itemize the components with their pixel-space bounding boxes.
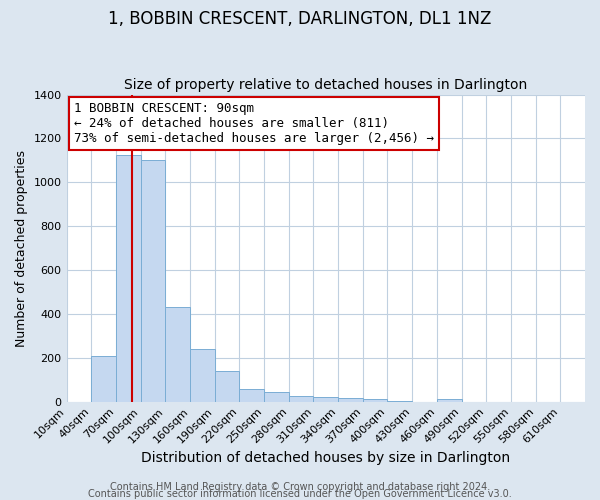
Bar: [140, 160, 165, 402]
Bar: [338, 398, 363, 402]
Bar: [91, 356, 116, 402]
Bar: [388, 400, 412, 402]
X-axis label: Distribution of detached houses by size in Darlington: Distribution of detached houses by size …: [141, 451, 511, 465]
Title: Size of property relative to detached houses in Darlington: Size of property relative to detached ho…: [124, 78, 527, 92]
Bar: [190, 349, 215, 402]
Y-axis label: Number of detached properties: Number of detached properties: [15, 150, 28, 346]
Bar: [437, 400, 461, 402]
Bar: [215, 371, 239, 402]
Bar: [289, 396, 313, 402]
Bar: [116, 155, 140, 402]
Text: 1 BOBBIN CRESCENT: 90sqm
← 24% of detached houses are smaller (811)
73% of semi-: 1 BOBBIN CRESCENT: 90sqm ← 24% of detach…: [74, 102, 434, 145]
Bar: [363, 400, 388, 402]
Bar: [165, 308, 190, 402]
Text: Contains HM Land Registry data © Crown copyright and database right 2024.: Contains HM Land Registry data © Crown c…: [110, 482, 490, 492]
Text: 1, BOBBIN CRESCENT, DARLINGTON, DL1 1NZ: 1, BOBBIN CRESCENT, DARLINGTON, DL1 1NZ: [109, 10, 491, 28]
Bar: [313, 398, 338, 402]
Text: Contains public sector information licensed under the Open Government Licence v3: Contains public sector information licen…: [88, 489, 512, 499]
Bar: [239, 388, 264, 402]
Bar: [264, 392, 289, 402]
